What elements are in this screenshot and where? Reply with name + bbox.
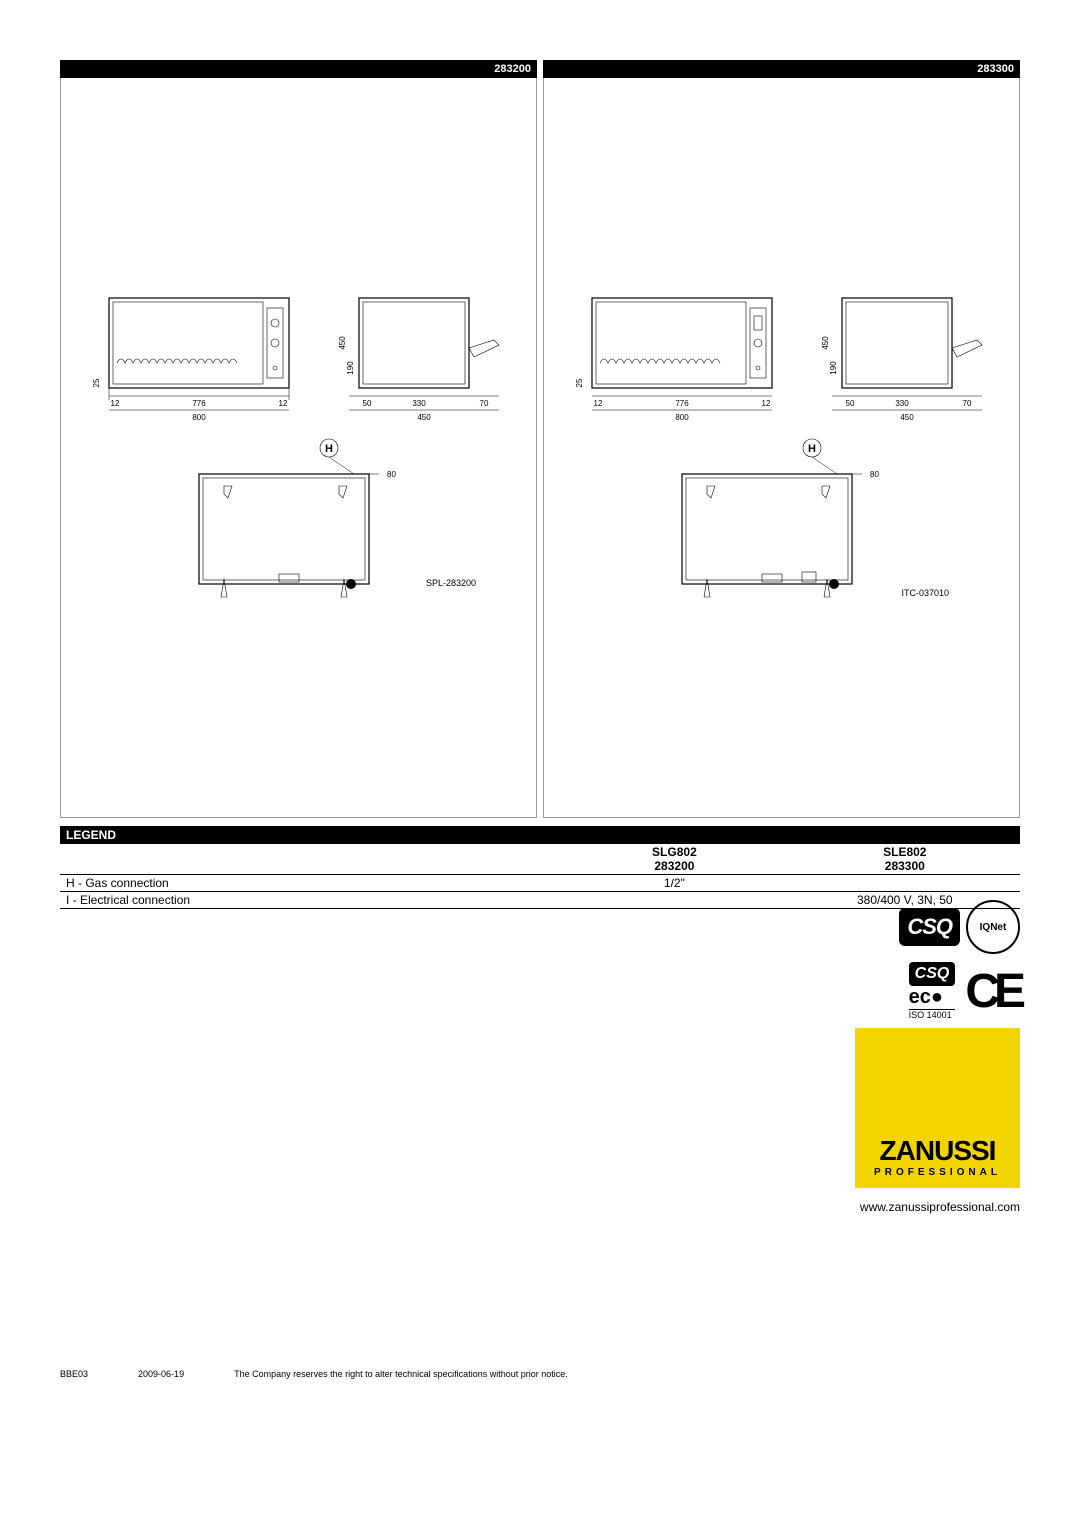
header-code-left: 283200 — [60, 60, 537, 78]
footer-doc: BBE03 — [60, 1369, 88, 1379]
legend-title: LEGEND — [60, 826, 1020, 844]
svg-text:12: 12 — [761, 399, 770, 408]
ce-mark: CE — [965, 964, 1020, 1019]
brand-name: ZANUSSI — [880, 1135, 996, 1167]
svg-text:776: 776 — [192, 399, 206, 408]
svg-text:330: 330 — [895, 399, 909, 408]
csq-small: CSQ — [909, 962, 956, 986]
svg-text:800: 800 — [192, 413, 206, 422]
svg-text:800: 800 — [675, 413, 689, 422]
svg-text:190: 190 — [829, 361, 838, 375]
iso-label: ISO 14001 — [909, 1010, 956, 1020]
svg-text:H: H — [808, 443, 816, 455]
svg-text:330: 330 — [412, 399, 426, 408]
legend-col2-code: 283300 — [796, 859, 1014, 873]
cert-eco-ce: CSQ ec● ISO 14001 CE — [909, 962, 1020, 1020]
svg-text:12: 12 — [110, 399, 119, 408]
svg-text:776: 776 — [675, 399, 689, 408]
brand-block: ZANUSSI PROFESSIONAL — [855, 1028, 1020, 1188]
svg-text:450: 450 — [417, 413, 431, 422]
legend-col2-model: SLE802 — [796, 845, 1014, 859]
svg-text:12: 12 — [593, 399, 602, 408]
svg-text:12: 12 — [278, 399, 287, 408]
brand-sub: PROFESSIONAL — [874, 1167, 1001, 1178]
front-view-drawing: 776 800 12 12 25 — [89, 288, 309, 428]
side-view-drawing-r: 50 330 70 450 450 190 — [822, 288, 992, 428]
eco-label: ec● — [909, 986, 956, 1010]
svg-text:25: 25 — [92, 378, 101, 387]
footer-note: The Company reserves the right to alter … — [234, 1369, 568, 1379]
svg-text:50: 50 — [362, 399, 371, 408]
front-view-drawing-r: 776 800 12 12 25 — [572, 288, 792, 428]
svg-text:450: 450 — [339, 336, 347, 350]
table-row: H - Gas connection 1/2" — [60, 875, 1020, 892]
cert-csq-iqnet: CSQ IQNet — [899, 900, 1020, 954]
svg-text:450: 450 — [822, 336, 830, 350]
iqnet-badge: IQNet — [966, 900, 1020, 954]
footer-date: 2009-06-19 — [138, 1369, 184, 1379]
csq-badge: CSQ — [899, 908, 960, 946]
part-number-right: ITC-037010 — [901, 588, 949, 598]
top-view-drawing-r: H 80 — [652, 434, 912, 614]
svg-text:70: 70 — [962, 399, 971, 408]
svg-text:450: 450 — [900, 413, 914, 422]
svg-text:190: 190 — [346, 361, 355, 375]
brand-url: www.zanussiprofessional.com — [855, 1200, 1020, 1214]
side-view-drawing: 50 330 70 450 450 190 — [339, 288, 509, 428]
drawing-panel-left: 776 800 12 12 25 50 330 — [60, 78, 537, 818]
part-number-left: SPL-283200 — [426, 578, 476, 588]
svg-text:50: 50 — [845, 399, 854, 408]
top-view-drawing: H 80 — [169, 434, 429, 614]
svg-text:25: 25 — [575, 378, 584, 387]
svg-text:H: H — [325, 443, 333, 455]
svg-text:80: 80 — [870, 470, 879, 479]
drawing-panel-right: 776 800 12 12 25 50 330 70 — [543, 78, 1020, 818]
legend-col1-code: 283200 — [565, 859, 783, 873]
svg-text:80: 80 — [387, 470, 396, 479]
legend-col1-model: SLG802 — [565, 845, 783, 859]
svg-text:70: 70 — [479, 399, 488, 408]
header-code-right: 283300 — [543, 60, 1020, 78]
